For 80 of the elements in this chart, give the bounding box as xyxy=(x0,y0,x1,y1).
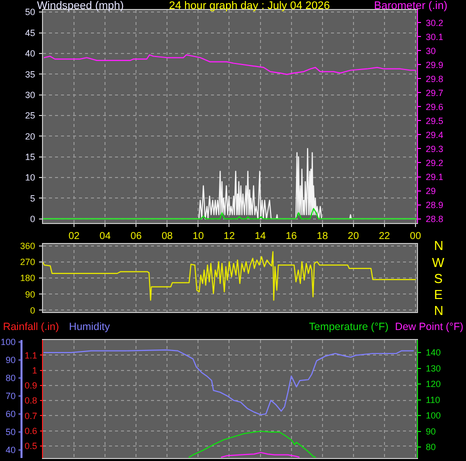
y-tick-label: 25 xyxy=(25,110,36,121)
text: Dew Point (°F) xyxy=(395,321,464,333)
y2-tick-label: 29.4 xyxy=(426,130,444,140)
y2-tick-label: 140 xyxy=(426,348,441,358)
y3-tick-label: 0.5 xyxy=(24,441,38,452)
y2-tick-label: 29.9 xyxy=(426,60,444,70)
y-tick-label: 5 xyxy=(30,193,36,204)
x-tick-label: 22 xyxy=(378,231,390,242)
y-tick-label: 90 xyxy=(25,289,36,300)
y3-tick-label: 1 xyxy=(32,365,38,376)
y2-tick-label: 29.6 xyxy=(426,102,444,112)
y-tick-label: 50 xyxy=(6,427,16,438)
y2-axis-title: Temperature (°F) xyxy=(309,321,388,333)
y2-tick-label: 28.9 xyxy=(426,200,444,210)
y2-tick-label: 29.2 xyxy=(426,158,444,168)
text: W xyxy=(432,255,445,270)
y2-tick-label: 100 xyxy=(426,410,441,421)
y-tick-label: 30 xyxy=(25,90,36,100)
y2-tick-label: 110 xyxy=(426,394,440,405)
y-tick-label: 270 xyxy=(20,257,36,268)
y-tick-label: 10 xyxy=(25,172,36,183)
y-tick-label: 180 xyxy=(20,273,36,284)
y2-tick-label: 120 xyxy=(426,379,441,390)
y-tick-label: 80 xyxy=(6,372,16,383)
y3-axis-title: Rainfall (.in) xyxy=(3,321,60,333)
y2-tick-label: 30 xyxy=(426,46,436,56)
x-tick-label: 08 xyxy=(162,231,174,242)
y3-tick-label: 0.7 xyxy=(24,410,38,421)
y-tick-label: 70 xyxy=(6,391,16,401)
y3-tick-label: 1.1 xyxy=(24,350,38,360)
y-tick-label: 40 xyxy=(6,445,16,456)
x-tick-label: 10 xyxy=(192,231,204,242)
y-tick-label: 0 xyxy=(30,305,36,316)
y2-tick-label: 29.8 xyxy=(426,74,444,84)
y2-tick-label: 90 xyxy=(426,426,436,436)
y3-tick-label: 0.6 xyxy=(24,426,38,436)
text: N xyxy=(434,303,444,318)
y-tick-label: 50 xyxy=(25,7,36,18)
x-tick-label: 16 xyxy=(286,231,298,242)
text: S xyxy=(434,271,443,286)
x-tick-label: 14 xyxy=(254,231,266,242)
y2-tick-label: 29.5 xyxy=(426,116,444,126)
chart-title: 24 hour graph day : July 04 2026 xyxy=(169,0,330,12)
text: N xyxy=(434,238,444,253)
y-tick-label: 20 xyxy=(25,131,36,142)
text: E xyxy=(434,287,443,302)
y-tick-label: 35 xyxy=(25,69,36,80)
y-tick-label: 100 xyxy=(0,336,16,347)
x-tick-label: 06 xyxy=(130,231,142,242)
y2-tick-label: 29.3 xyxy=(426,144,444,154)
x-tick-label: 18 xyxy=(316,231,328,242)
line-series xyxy=(188,430,316,458)
y3-tick-label: 0.9 xyxy=(24,380,38,391)
y2-tick-label: 30.1 xyxy=(426,32,444,42)
y2-tick-label: 30.2 xyxy=(426,18,444,28)
y2-tick-label: 80 xyxy=(426,442,436,452)
y-tick-label: 40 xyxy=(25,48,36,59)
y2-tick-label: 29 xyxy=(426,186,436,196)
line-series xyxy=(43,349,414,416)
y3-tick-label: 0.8 xyxy=(24,396,38,406)
y2-tick-label: 28.8 xyxy=(426,214,444,224)
y-tick-label: 45 xyxy=(25,28,36,38)
x-tick-label: 20 xyxy=(348,231,360,242)
y-axis-title: Windspeed (mph) xyxy=(37,0,124,12)
line-series xyxy=(43,208,416,220)
y2-axis-title: Barometer (.in) xyxy=(374,0,448,12)
x-tick-label: 04 xyxy=(100,231,112,242)
y-tick-label: 60 xyxy=(6,409,16,420)
y-tick-label: 90 xyxy=(6,354,16,365)
y2-tick-label: 29.1 xyxy=(426,172,444,182)
y-tick-label: 360 xyxy=(20,241,36,252)
y-tick-label: 15 xyxy=(25,152,36,162)
x-tick-label: 00 xyxy=(410,231,422,242)
y2-tick-label: 130 xyxy=(426,363,441,374)
x-tick-label: 12 xyxy=(224,231,236,242)
y2-tick-label: 29.7 xyxy=(426,88,444,98)
line-series xyxy=(43,251,416,301)
x-tick-label: 02 xyxy=(68,231,80,242)
y-axis-title: Humidity xyxy=(69,321,111,333)
y-tick-label: 0 xyxy=(30,214,36,224)
